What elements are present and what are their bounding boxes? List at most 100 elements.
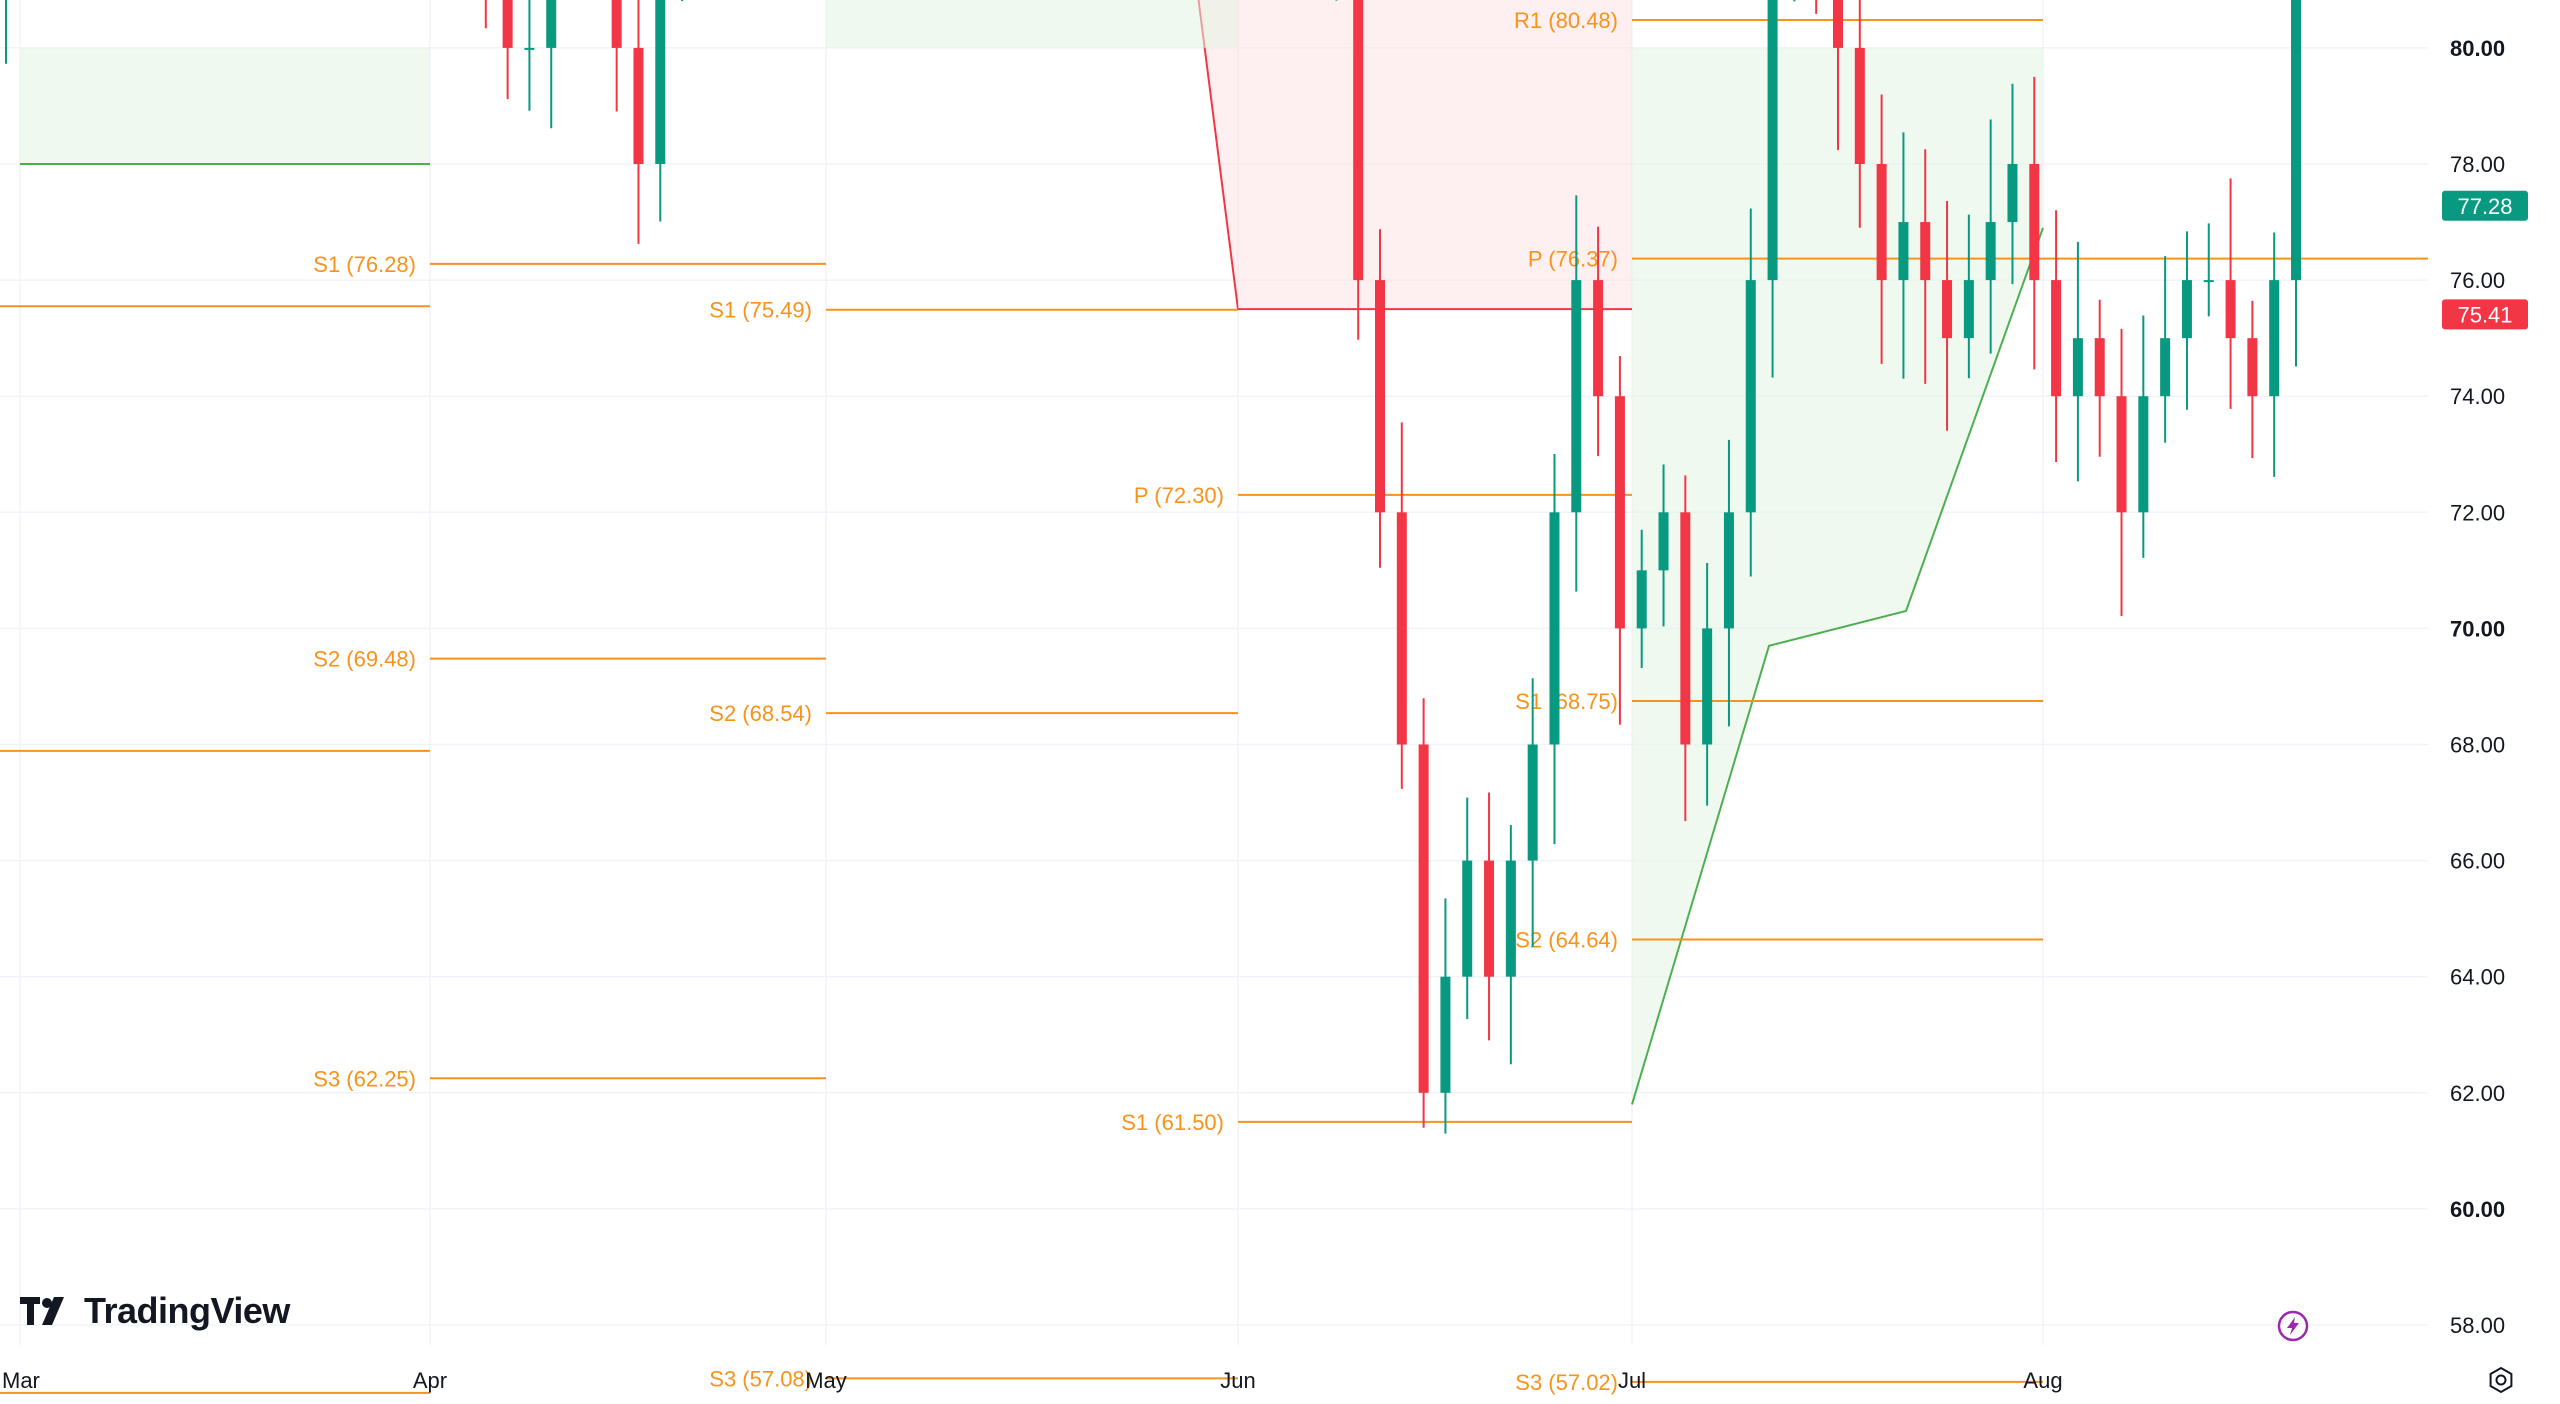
candle-body <box>1876 164 1887 281</box>
y-tick-label: 74.00 <box>2450 384 2505 409</box>
lightning-icon[interactable] <box>2277 1310 2309 1342</box>
candle-body <box>1484 860 1495 977</box>
candle-body <box>1723 512 1734 629</box>
y-tick-label: 80.00 <box>2450 36 2505 61</box>
candle-body <box>2029 164 2040 281</box>
candle-body <box>1833 0 1843 48</box>
candle-body <box>2094 338 2105 397</box>
candle-body <box>1963 280 1974 339</box>
candle-body <box>1942 280 1953 339</box>
pivot-label: S3 (57.08) <box>709 1366 812 1391</box>
y-tick-label: 62.00 <box>2450 1081 2505 1106</box>
trailing-stop-fill-up <box>20 47 430 164</box>
grid <box>0 0 2428 1345</box>
price-tag <box>2442 299 2528 330</box>
candle-body <box>2247 338 2258 397</box>
candle-body <box>1549 512 1560 745</box>
y-tick-label: 70.00 <box>2450 616 2505 641</box>
x-tick-label: Apr <box>413 1368 447 1393</box>
y-tick-label: 64.00 <box>2450 965 2505 990</box>
x-tick-label: Jun <box>1220 1368 1255 1393</box>
candle-body <box>2225 280 2236 339</box>
candle-body <box>2181 280 2192 339</box>
price-tag-label: 77.28 <box>2457 194 2512 219</box>
pivot-label: S2 (69.48) <box>313 647 416 672</box>
pivot-label: S1 (68.75) <box>1515 689 1618 714</box>
candle-body <box>2072 338 2083 397</box>
y-tick-label: 76.00 <box>2450 268 2505 293</box>
y-tick-label: 72.00 <box>2450 500 2505 525</box>
candle-body <box>2291 0 2301 281</box>
pivot-label: P (76.37) <box>1528 247 1618 272</box>
candle-body <box>1898 222 1909 281</box>
price-tag <box>2442 190 2528 221</box>
pivot-label: S1 (61.50) <box>1121 1110 1224 1135</box>
candle-body <box>1680 512 1691 745</box>
candle-body <box>2269 280 2280 397</box>
candle-body <box>1745 280 1756 513</box>
y-tick-label: 66.00 <box>2450 849 2505 874</box>
trailing-stop-line-up <box>1631 227 2044 1105</box>
candle-body <box>2160 338 2171 397</box>
candle-body <box>2007 164 2018 223</box>
trailing-stop-fill-up <box>1632 47 2043 1105</box>
x-tick-label: Aug <box>2023 1368 2062 1393</box>
x-axis: Mar Apr May Jun Jul Aug <box>2 1368 2063 1393</box>
y-tick-label: 58.00 <box>2450 1313 2505 1338</box>
candle-body <box>1375 280 1385 513</box>
candle-body <box>1636 570 1647 629</box>
pivot-label: P (72.30) <box>1134 483 1224 508</box>
pivot-label: S2 (64.64) <box>1515 928 1618 953</box>
candle-body <box>2138 396 2149 513</box>
pivot-label: S3 (62.25) <box>313 1066 416 1091</box>
candle-body <box>1440 976 1451 1093</box>
candle-body <box>1353 0 1364 281</box>
price-tag-label: 75.41 <box>2457 302 2512 327</box>
candle-body <box>1614 396 1625 629</box>
tradingview-logo: TradingView <box>20 1290 290 1332</box>
trailing-stop-fill-down <box>1238 0 1632 310</box>
candles <box>5 0 2301 1134</box>
candle-body <box>1505 860 1516 977</box>
x-tick-label: Jul <box>1618 1368 1646 1393</box>
tradingview-logo-icon <box>20 1297 64 1325</box>
pivot-label: R1 (80.48) <box>1514 8 1618 33</box>
pivot-label: S1 (75.49) <box>709 298 812 323</box>
pivot-label: S2 (68.54) <box>709 701 812 726</box>
candle-body <box>1571 280 1582 513</box>
candle-body <box>633 47 644 164</box>
candle-body <box>546 0 557 48</box>
candle-body <box>1854 47 1865 164</box>
candle-body <box>2051 280 2062 397</box>
candle-body <box>1767 0 1778 281</box>
x-tick-label: Mar <box>2 1368 40 1393</box>
pivot-layer: R1 (94.27)P (86.61)S1 (75.55)S2 (67.89)S… <box>0 8 2428 1395</box>
candle-body <box>1702 628 1713 745</box>
candle-body <box>1418 744 1429 1093</box>
x-tick-label: May <box>805 1368 847 1393</box>
pivot-label: S3 (57.02) <box>1515 1370 1618 1395</box>
y-axis: 58.00 60.00 62.00 64.00 66.00 68.00 70.00 72.00… <box>2442 36 2528 1338</box>
candle-body <box>524 47 535 50</box>
y-tick-label: 78.00 <box>2450 152 2505 177</box>
candle-body <box>1593 280 1604 397</box>
candle-body <box>1462 860 1473 977</box>
y-tick-label: 60.00 <box>2450 1197 2505 1222</box>
y-tick-label: 68.00 <box>2450 733 2505 758</box>
candle-body <box>1527 744 1538 861</box>
trailing-stop-fill-up <box>826 0 1238 48</box>
candle-body <box>611 0 622 48</box>
candle-body <box>1658 512 1669 571</box>
candle-body <box>502 0 513 48</box>
candle-body <box>2203 280 2214 283</box>
settings-icon[interactable] <box>2486 1365 2516 1395</box>
candle-body <box>1985 222 1996 281</box>
pivot-label: S1 (76.28) <box>313 252 416 277</box>
trailing-stop-layer <box>20 0 2044 1105</box>
candle-body <box>1396 512 1407 745</box>
candle-body <box>1920 222 1931 281</box>
brand-name: TradingView <box>84 1290 290 1331</box>
candle-body <box>655 0 666 164</box>
candle-body <box>2116 396 2127 513</box>
